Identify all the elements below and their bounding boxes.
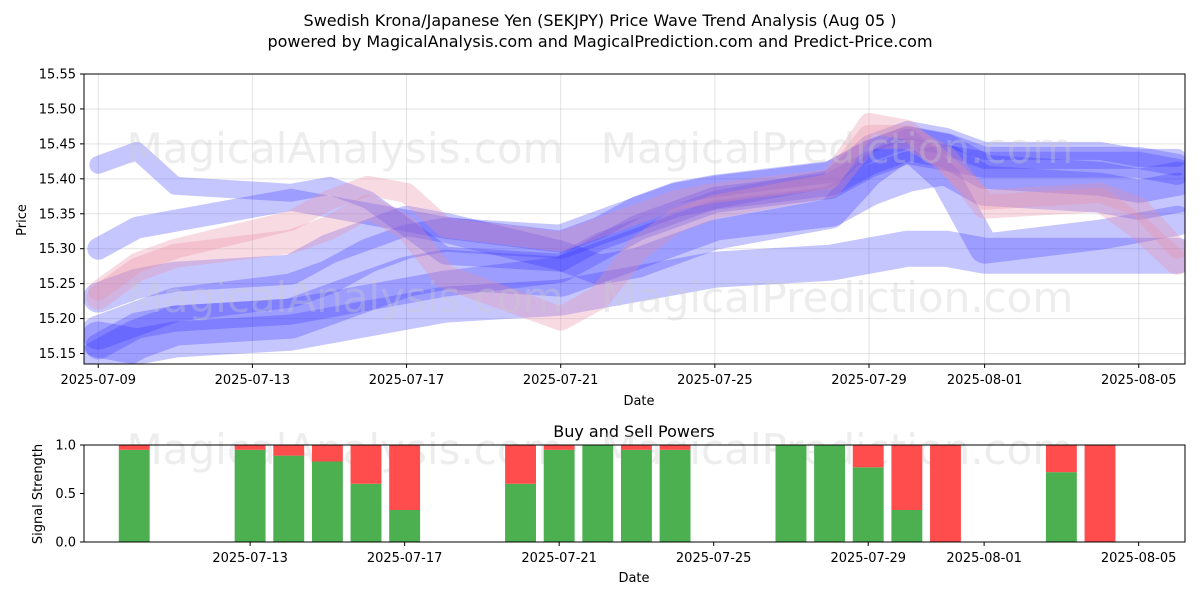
y-tick-label: 15.40 [39, 172, 76, 187]
main-plot-frame [83, 73, 1186, 365]
y-tick-label: 15.55 [39, 68, 76, 83]
sub-y-tick-label: 0.0 [55, 536, 76, 551]
sub-x-tick-label: 2025-07-21 [521, 551, 597, 566]
sub-y-axis-label: Signal Strength [31, 444, 46, 544]
buy-sell-bars [118, 445, 1116, 542]
buy-bar [891, 509, 923, 542]
wave-band-blue [84, 144, 1185, 364]
buy-bar [582, 445, 614, 542]
sell-bar [273, 445, 305, 456]
sub-chart-title: Buy and Sell Powers [553, 422, 715, 441]
sub-x-tick-label: 2025-08-05 [1101, 551, 1177, 566]
main-x-axis-label: Date [623, 394, 654, 409]
sell-bar [1084, 445, 1116, 542]
main-x-axis: 2025-07-09 2025-07-13 2025-07-17 2025-07-21… [60, 364, 1177, 388]
buy-bar [659, 449, 691, 542]
y-tick-label: 15.30 [39, 242, 76, 257]
sell-bar [234, 445, 266, 450]
y-tick-label: 15.50 [39, 102, 76, 117]
buy-bar [118, 449, 150, 542]
buy-bar [311, 461, 343, 542]
sell-bar [543, 445, 575, 450]
watermark-prediction-top: MagicalPrediction.com [601, 124, 1074, 173]
x-tick-label: 2025-07-13 [215, 373, 291, 388]
sell-bar [311, 445, 343, 462]
figure-title-line2: powered by MagicalAnalysis.com and Magic… [267, 32, 932, 51]
y-tick-label: 15.15 [39, 347, 76, 362]
buy-bar [389, 509, 421, 542]
buy-bar [852, 467, 884, 542]
main-y-axis-label: Price [15, 204, 30, 236]
y-tick-label: 15.20 [39, 312, 76, 327]
x-tick-label: 2025-08-05 [1101, 373, 1177, 388]
sub-y-tick-label: 0.5 [55, 487, 76, 502]
watermark-prediction-mid: MagicalPrediction.com [601, 273, 1074, 322]
sell-bar [620, 445, 652, 450]
sub-x-tick-label: 2025-07-25 [676, 551, 752, 566]
sub-y-tick-label: 1.0 [55, 439, 76, 454]
x-tick-label: 2025-07-09 [60, 373, 136, 388]
sub-x-tick-label: 2025-07-17 [367, 551, 443, 566]
y-tick-label: 15.25 [39, 277, 76, 292]
x-tick-label: 2025-07-25 [677, 373, 753, 388]
sub-x-tick-label: 2025-07-13 [212, 551, 288, 566]
buy-bar [234, 449, 266, 542]
watermark-analysis-bottom: MagicalAnalysis.com [127, 425, 564, 474]
sub-y-axis: 0.0 0.5 1.0 [55, 439, 84, 551]
wave-band-blue [84, 128, 1185, 313]
y-tick-label: 15.45 [39, 137, 76, 152]
sub-x-tick-label: 2025-07-29 [830, 551, 906, 566]
buy-bar [814, 445, 846, 542]
buy-bar [620, 449, 652, 542]
sell-bar [505, 445, 536, 484]
wave-band-red [88, 112, 1185, 301]
buy-bar [775, 445, 807, 542]
sell-bar [1045, 445, 1077, 473]
sell-bar [118, 445, 150, 450]
wave-band-blue [89, 120, 1185, 272]
wave-bands [84, 112, 1185, 364]
sell-bar [930, 445, 961, 542]
wave-band-blue [87, 125, 1185, 260]
main-y-axis: 15.15 15.20 15.25 15.30 15.35 15.40 15.45 15.50… [39, 68, 84, 362]
buy-bar [543, 449, 575, 542]
x-tick-label: 2025-08-01 [947, 373, 1023, 388]
sell-bar [350, 445, 382, 484]
wave-band-blue [85, 137, 1185, 360]
wave-band-blue [84, 126, 1185, 350]
wave-band-red [86, 124, 1185, 331]
sell-bar [389, 445, 421, 510]
buy-sell-power-plot: Buy and Sell Powers MagicalAnalysis.com … [31, 422, 1186, 586]
x-tick-label: 2025-07-21 [523, 373, 599, 388]
wave-band-blue [84, 230, 1185, 364]
watermark-analysis-mid: MagicalAnalysis.com [127, 273, 564, 322]
sell-bar [659, 445, 691, 450]
sub-x-axis: 2025-07-13 2025-07-17 2025-07-21 2025-07-25… [212, 542, 1176, 566]
main-plot-area [84, 74, 1185, 364]
buy-bar [273, 455, 305, 542]
watermark-analysis-top: MagicalAnalysis.com [127, 124, 564, 173]
y-tick-label: 15.35 [39, 207, 76, 222]
buy-bar [350, 483, 382, 542]
sub-x-axis-label: Date [618, 571, 649, 586]
buy-bar [1045, 472, 1077, 542]
sell-bar [852, 445, 884, 468]
x-tick-label: 2025-07-29 [831, 373, 907, 388]
sell-bar [891, 445, 923, 510]
price-wave-plot: MagicalAnalysis.com MagicalPrediction.co… [15, 68, 1186, 409]
buy-bar [505, 483, 536, 542]
x-tick-label: 2025-07-17 [369, 373, 445, 388]
sub-x-tick-label: 2025-08-01 [946, 551, 1022, 566]
figure-title-line1: Swedish Krona/Japanese Yen (SEKJPY) Pric… [304, 11, 897, 30]
